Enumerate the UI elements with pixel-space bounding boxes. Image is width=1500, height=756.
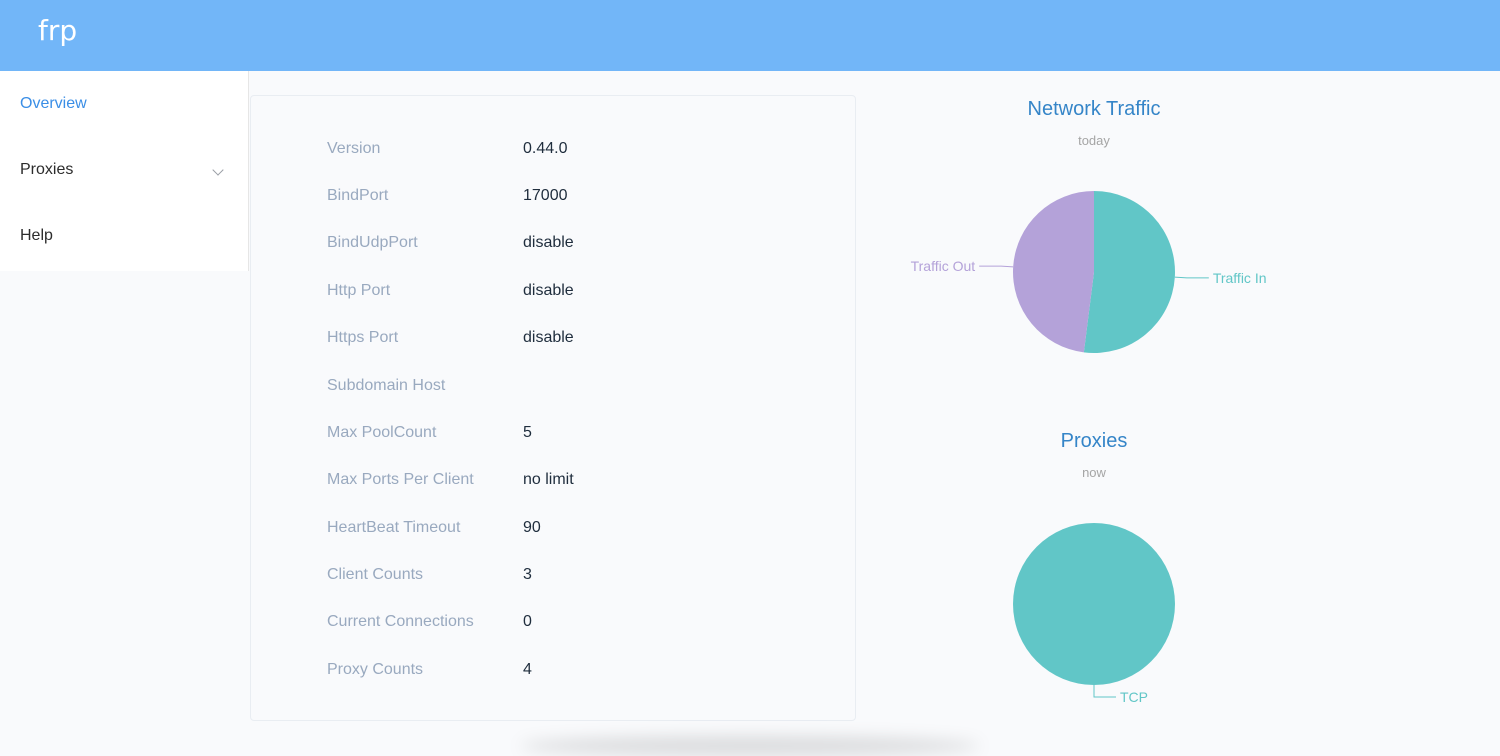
sidebar-item-label: Overview (20, 95, 87, 112)
info-label: Https Port (327, 329, 399, 346)
sidebar-item-overview[interactable]: Overview (0, 71, 248, 137)
pie-slice-traffic-in[interactable] (1083, 191, 1175, 353)
top-header: frp (0, 0, 1500, 71)
pie-slice-tcp[interactable] (1013, 523, 1175, 685)
info-value: disable (523, 234, 574, 251)
sidebar-item-help[interactable]: Help (0, 203, 248, 269)
chevron-down-icon (212, 164, 224, 176)
sidebar-item-label: Help (20, 227, 53, 244)
brand-logo-text[interactable]: frp (38, 14, 78, 47)
traffic-chart-title: Network Traffic (1027, 98, 1161, 120)
sidebar-item-label: Proxies (20, 161, 74, 178)
info-value: 4 (523, 661, 532, 678)
info-label: Client Counts (327, 566, 424, 583)
info-label: HeartBeat Timeout (327, 519, 461, 536)
info-value: no limit (523, 471, 574, 488)
info-label: Proxy Counts (327, 661, 424, 678)
info-label: Subdomain Host (327, 377, 446, 394)
info-label: BindUdpPort (327, 234, 418, 251)
bottom-shadow (520, 736, 980, 756)
info-label: Http Port (327, 282, 391, 299)
info-value: disable (523, 282, 574, 299)
pie-label-line-traffic-in (1174, 276, 1209, 279)
server-info-panel: Version 0.44.0 BindPort 17000 BindUdpPor… (250, 95, 856, 721)
sidebar-menu: Overview Proxies Help (0, 71, 249, 271)
proxies-chart-subtitle: now (1082, 465, 1106, 480)
pie-label-tcp: TCP (1120, 689, 1148, 705)
proxies-chart-title: Proxies (1060, 430, 1128, 452)
info-value: 90 (523, 519, 541, 536)
info-label: Max Ports Per Client (327, 471, 474, 488)
traffic-pie-chart: Traffic In Traffic Out (911, 191, 1267, 353)
info-value: 0 (523, 613, 532, 630)
traffic-chart-subtitle: today (1078, 133, 1110, 148)
pie-slice-traffic-out[interactable] (1012, 191, 1094, 353)
info-value: disable (523, 329, 574, 346)
info-label: BindPort (327, 187, 389, 204)
info-value: 0.44.0 (523, 140, 568, 157)
info-label: Current Connections (327, 613, 474, 630)
pie-label-traffic-out: Traffic Out (911, 258, 976, 274)
pie-label-traffic-in: Traffic In (1213, 270, 1267, 286)
pie-label-line-traffic-out (979, 265, 1014, 268)
info-label: Version (327, 140, 381, 157)
info-label: Max PoolCount (327, 424, 437, 441)
info-value: 17000 (523, 187, 568, 204)
proxies-pie-chart: TCP (1013, 523, 1175, 705)
info-value: 3 (523, 566, 532, 583)
info-value: 5 (523, 424, 532, 441)
pie-label-line-tcp (1093, 685, 1116, 698)
sidebar-item-proxies[interactable]: Proxies (0, 137, 248, 203)
